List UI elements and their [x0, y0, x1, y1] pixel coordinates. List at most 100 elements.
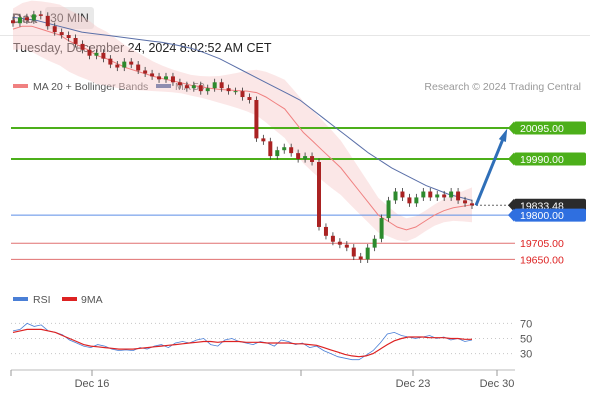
candle-body [463, 200, 468, 204]
forecast-arrow-head [498, 128, 508, 142]
candle-body [323, 226, 328, 236]
level-label-bg [514, 152, 586, 166]
candle-body [379, 218, 384, 239]
candle-body [226, 88, 231, 92]
candle-body [372, 238, 377, 248]
candle-body [282, 147, 287, 151]
top-bar: Dax 30 MIN [0, 0, 590, 36]
candle-body [233, 91, 238, 93]
candle-body [184, 85, 189, 89]
candle-body [296, 153, 301, 160]
candle-body [157, 76, 162, 80]
legend-label-9ma: 9MA [81, 294, 103, 306]
candle-body [275, 150, 280, 157]
credit-text: Research © 2024 Trading Central [424, 81, 581, 93]
candle-body [344, 244, 349, 248]
candle-body [87, 49, 92, 56]
candle-body [150, 73, 155, 77]
level-label-pointer [508, 208, 514, 222]
candle-body [108, 58, 113, 65]
level-label: 19650.00 [520, 254, 564, 266]
candle-body [73, 38, 78, 44]
x-axis: Dec 16 Dec 23 Dec 30 [10, 370, 515, 390]
candle-body [456, 191, 461, 201]
legend-label-rsi: RSI [33, 294, 51, 306]
candle-body [66, 35, 71, 38]
x-tick-label: Dec 16 [75, 378, 110, 390]
candle-body [365, 247, 370, 260]
candle-body [393, 191, 398, 201]
candle-body [205, 88, 210, 92]
candle-body [24, 17, 29, 21]
rsi-tick-label: 50 [520, 334, 532, 346]
candle-body [414, 197, 419, 204]
legend-swatch-ma50 [156, 84, 171, 88]
candle-body [212, 82, 217, 89]
legend-label-ma20: MA 20 + Bollinger Bands [33, 81, 148, 93]
x-tick-label: Dec 23 [396, 378, 431, 390]
rsi-tick-label: 70 [520, 318, 532, 330]
rsi-tick-label: 30 [520, 349, 532, 361]
candle-body [254, 100, 259, 139]
candle-body [358, 256, 363, 260]
candle-body [80, 43, 85, 50]
candle-body [122, 61, 127, 68]
candle-body [400, 191, 405, 198]
candle-body [101, 52, 106, 59]
rsi-panel: 70 50 30 [11, 318, 532, 361]
level-label: 19705.00 [520, 238, 564, 250]
candle-body [407, 197, 412, 204]
candle-body [240, 91, 245, 98]
level-label-pointer [508, 121, 514, 135]
candle-body [59, 32, 64, 36]
candle-body [428, 191, 433, 198]
level-label-pointer [508, 198, 514, 212]
candle-body [38, 14, 43, 16]
candle-body [435, 194, 440, 198]
legend-swatch-rsi [13, 297, 28, 301]
candle-body [442, 194, 447, 198]
x-tick-label: Dec 30 [480, 378, 515, 390]
level-label-bg [514, 198, 586, 212]
forecast-arrow-shaft [474, 133, 507, 206]
candle-body [191, 85, 196, 89]
candle-body [31, 14, 36, 21]
candle-body [268, 141, 273, 157]
bollinger-band-area [13, 0, 472, 242]
level-label-pointer [508, 152, 514, 166]
candle-body [170, 76, 175, 83]
candle-body [164, 76, 168, 80]
level-label-bg [514, 208, 586, 222]
candle-body [136, 64, 141, 71]
candle-body [317, 162, 321, 227]
level-labels: 20095.0019990.0019833.4819800.0019705.00… [508, 121, 586, 266]
interval-button[interactable]: 30 MIN [45, 7, 94, 29]
candle-body [115, 64, 120, 68]
candle-body [177, 82, 182, 86]
legend-label-ma50: MA 50 [175, 81, 205, 93]
candle-body [261, 138, 266, 142]
level-label-bg [514, 121, 586, 135]
candle-body [289, 147, 294, 154]
candlesticks [11, 10, 474, 263]
candle-body [330, 235, 335, 242]
candle-body [94, 52, 99, 56]
candle-body [470, 203, 474, 206]
candle-body [303, 156, 308, 160]
candle-body [247, 97, 252, 100]
candle-body [129, 61, 134, 65]
candle-body [17, 17, 22, 24]
candle-body [386, 200, 391, 219]
candle-body [219, 82, 224, 89]
legend-swatch-9ma [62, 297, 77, 301]
price-levels [11, 127, 515, 260]
candle-body [337, 241, 342, 245]
level-label: 20095.00 [520, 123, 564, 135]
candle-body [198, 85, 203, 92]
candle-body [45, 15, 50, 27]
level-label: 19800.00 [520, 210, 564, 222]
forecast-arrow [474, 128, 508, 206]
legend-swatch-ma20 [13, 84, 28, 88]
